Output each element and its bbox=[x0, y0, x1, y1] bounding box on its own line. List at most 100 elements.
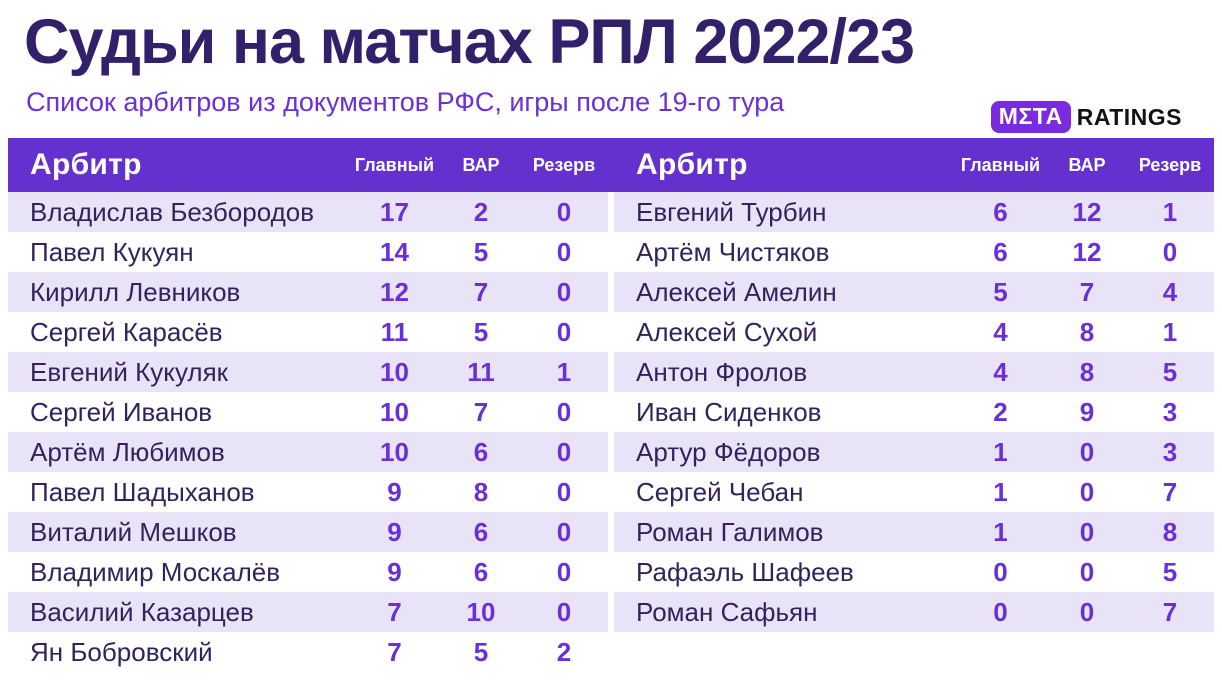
table-header: Арбитр Главный ВАР Резерв Арбитр Главный… bbox=[8, 138, 1214, 193]
reserve-count: 1 bbox=[1162, 196, 1178, 227]
reserve-count: 7 bbox=[1162, 476, 1178, 507]
table-body: Владислав Безбородов 17 2 0 Павел Кукуян… bbox=[8, 192, 1214, 673]
table-row: Василий Казарцев 7 10 0 bbox=[8, 592, 608, 633]
referee-name: Виталий Мешков bbox=[30, 516, 237, 547]
header-gutter bbox=[608, 138, 614, 193]
var-count: 0 bbox=[1079, 596, 1095, 627]
main-count: 10 bbox=[380, 356, 409, 387]
var-count: 0 bbox=[1079, 556, 1095, 587]
var-count: 0 bbox=[1079, 516, 1095, 547]
referee-name: Алексей Сухой bbox=[636, 316, 818, 347]
table-row: Павел Шадыханов 9 8 0 bbox=[8, 472, 608, 513]
meta-ratings-logo: MΣTA RATINGS bbox=[990, 101, 1182, 133]
var-count: 7 bbox=[1079, 276, 1095, 307]
var-count: 0 bbox=[1079, 436, 1095, 467]
reserve-count: 5 bbox=[1162, 556, 1178, 587]
reserve-count: 0 bbox=[556, 196, 572, 227]
referee-name: Павел Кукуян bbox=[30, 236, 194, 267]
table-header-right: Арбитр Главный ВАР Резерв bbox=[614, 138, 1214, 193]
reserve-count: 0 bbox=[556, 596, 572, 627]
table-row: Артём Чистяков 6 12 0 bbox=[614, 232, 1214, 273]
reserve-count: 0 bbox=[556, 236, 572, 267]
main-count: 4 bbox=[993, 316, 1008, 347]
table-row: Евгений Кукуляк 10 11 1 bbox=[8, 352, 608, 393]
table-row: Артур Фёдоров 1 0 3 bbox=[614, 432, 1214, 473]
referee-name: Ян Бобровский bbox=[30, 636, 213, 667]
table-row: Рафаэль Шафеев 0 0 5 bbox=[614, 552, 1214, 593]
referee-name: Василий Казарцев bbox=[30, 596, 254, 627]
referee-name: Артём Любимов bbox=[30, 436, 225, 467]
main-count: 17 bbox=[380, 196, 409, 227]
referee-name: Сергей Карасёв bbox=[30, 316, 223, 347]
table-row: Антон Фролов 4 8 5 bbox=[614, 352, 1214, 393]
main-count: 14 bbox=[380, 236, 409, 267]
var-count: 6 bbox=[473, 436, 489, 467]
var-count: 8 bbox=[1079, 316, 1095, 347]
var-count: 2 bbox=[473, 196, 489, 227]
main-count: 1 bbox=[993, 436, 1008, 467]
var-count: 5 bbox=[473, 316, 489, 347]
var-count: 8 bbox=[1079, 356, 1095, 387]
header-var-left: ВАР bbox=[462, 154, 500, 175]
var-count: 12 bbox=[1072, 236, 1102, 267]
referee-name: Иван Сиденков bbox=[636, 396, 822, 427]
main-count: 2 bbox=[993, 396, 1008, 427]
var-count: 7 bbox=[473, 276, 489, 307]
table-row: Владислав Безбородов 17 2 0 bbox=[8, 192, 608, 233]
header-reserve-left: Резерв bbox=[532, 154, 596, 175]
referee-name: Алексей Амелин bbox=[636, 276, 837, 307]
referee-name: Евгений Кукуляк bbox=[30, 356, 229, 387]
table-row: Сергей Чебан 1 0 7 bbox=[614, 472, 1214, 513]
referee-name: Артур Фёдоров bbox=[636, 436, 821, 467]
var-count: 11 bbox=[467, 356, 495, 387]
reserve-count: 4 bbox=[1162, 276, 1178, 307]
reserve-count: 0 bbox=[1162, 236, 1178, 267]
reserve-count: 5 bbox=[1162, 356, 1178, 387]
table-row: Павел Кукуян 14 5 0 bbox=[8, 232, 608, 273]
reserve-count: 0 bbox=[556, 556, 572, 587]
main-count: 1 bbox=[993, 516, 1008, 547]
reserve-count: 1 bbox=[556, 356, 572, 387]
header-main-left: Главный bbox=[354, 154, 435, 175]
main-count: 7 bbox=[387, 636, 402, 667]
referee-name: Антон Фролов bbox=[636, 356, 808, 387]
main-count: 6 bbox=[993, 236, 1008, 267]
reserve-count: 0 bbox=[556, 316, 572, 347]
referee-name: Сергей Чебан bbox=[636, 476, 804, 507]
var-count: 12 bbox=[1072, 196, 1102, 227]
table-row: Владимир Москалёв 9 6 0 bbox=[8, 552, 608, 593]
table-row: Виталий Мешков 9 6 0 bbox=[8, 512, 608, 553]
main-count: 12 bbox=[380, 276, 409, 307]
referee-name: Роман Сафьян bbox=[636, 596, 818, 627]
ratings-logo-text: RATINGS bbox=[1076, 103, 1182, 130]
main-count: 10 bbox=[380, 396, 409, 427]
table-row: Иван Сиденков 2 9 3 bbox=[614, 392, 1214, 433]
referee-name: Сергей Иванов bbox=[30, 396, 213, 427]
main-count: 4 bbox=[993, 356, 1008, 387]
meta-logo-badge: MΣTA bbox=[990, 101, 1071, 133]
reserve-count: 3 bbox=[1162, 396, 1178, 427]
page-subtitle: Список арбитров из документов РФС, игры … bbox=[26, 87, 785, 118]
table-row: Сергей Карасёв 11 5 0 bbox=[8, 312, 608, 353]
table-row: Алексей Амелин 5 7 4 bbox=[614, 272, 1214, 313]
header-referee-left: Арбитр bbox=[30, 148, 142, 182]
main-count: 10 bbox=[380, 436, 409, 467]
main-count: 6 bbox=[993, 196, 1008, 227]
reserve-count: 0 bbox=[556, 276, 572, 307]
table-row: Сергей Иванов 10 7 0 bbox=[8, 392, 608, 433]
table-row: Ян Бобровский 7 5 2 bbox=[8, 632, 608, 673]
reserve-count: 0 bbox=[556, 396, 572, 427]
table-body-left: Владислав Безбородов 17 2 0 Павел Кукуян… bbox=[8, 192, 608, 673]
main-count: 0 bbox=[993, 556, 1008, 587]
var-count: 8 bbox=[473, 476, 489, 507]
reserve-count: 7 bbox=[1162, 596, 1178, 627]
reserve-count: 0 bbox=[556, 436, 572, 467]
main-count: 9 bbox=[387, 476, 402, 507]
header-referee-right: Арбитр bbox=[636, 148, 748, 182]
header-reserve-right: Резерв bbox=[1138, 154, 1202, 175]
var-count: 6 bbox=[473, 556, 489, 587]
header-main-right: Главный bbox=[960, 154, 1041, 175]
referee-name: Артём Чистяков bbox=[636, 236, 830, 267]
reserve-count: 0 bbox=[556, 516, 572, 547]
referee-name: Рафаэль Шафеев bbox=[636, 556, 854, 587]
